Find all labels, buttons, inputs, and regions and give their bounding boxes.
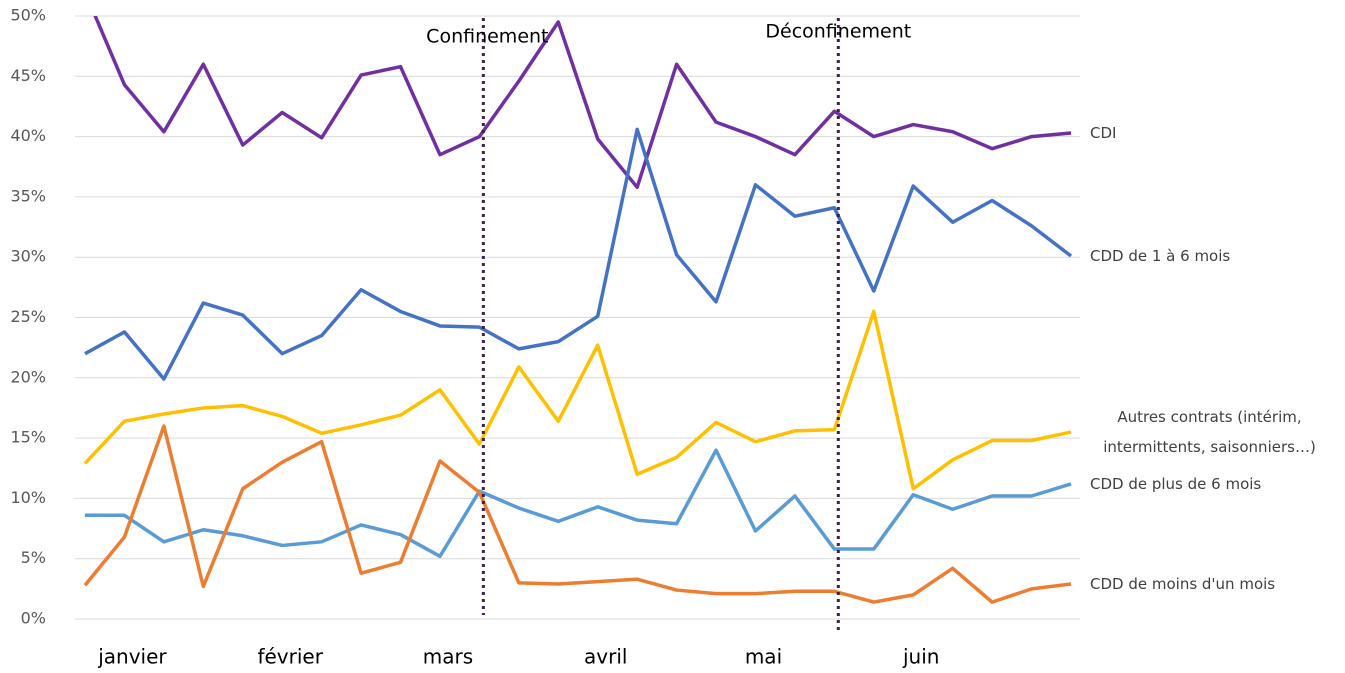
- x-tick-label: mai: [745, 645, 782, 669]
- series-line: [83, 424, 1072, 604]
- annotation-label: Déconfinement: [765, 21, 911, 43]
- x-tick-label: mars: [423, 645, 473, 669]
- y-tick-label: 30%: [10, 247, 46, 266]
- y-tick-label: 25%: [10, 307, 46, 326]
- y-tick-label: 35%: [10, 186, 46, 205]
- y-tick-label: 0%: [21, 609, 46, 628]
- series-label: CDD de 1 à 6 mois: [1090, 246, 1231, 265]
- series-label: CDD de moins d'un mois: [1090, 575, 1276, 594]
- y-tick-label: 45%: [10, 66, 46, 85]
- y-tick-label: 15%: [10, 428, 46, 447]
- series-label: CDD de plus de 6 mois: [1090, 474, 1262, 493]
- y-tick-label: 40%: [10, 126, 46, 145]
- x-tick-label: janvier: [97, 645, 167, 669]
- series-line: [83, 309, 1072, 491]
- x-tick-label: juin: [902, 645, 939, 669]
- lines: [83, 16, 1073, 604]
- series-line: [85, 448, 1072, 559]
- annotation-label: Confinement: [426, 26, 548, 48]
- series-line: [84, 127, 1073, 381]
- series-label: Autres contrats (intérim, intermittents,…: [1103, 408, 1316, 457]
- x-tick-label: avril: [584, 645, 627, 669]
- series-label: CDI: [1090, 123, 1117, 142]
- series-line: [93, 16, 1072, 190]
- y-tick-label: 5%: [21, 548, 46, 567]
- x-tick-label: février: [257, 645, 323, 669]
- y-tick-label: 50%: [10, 6, 46, 25]
- y-tick-label: 20%: [10, 367, 46, 386]
- y-tick-label: 10%: [10, 488, 46, 507]
